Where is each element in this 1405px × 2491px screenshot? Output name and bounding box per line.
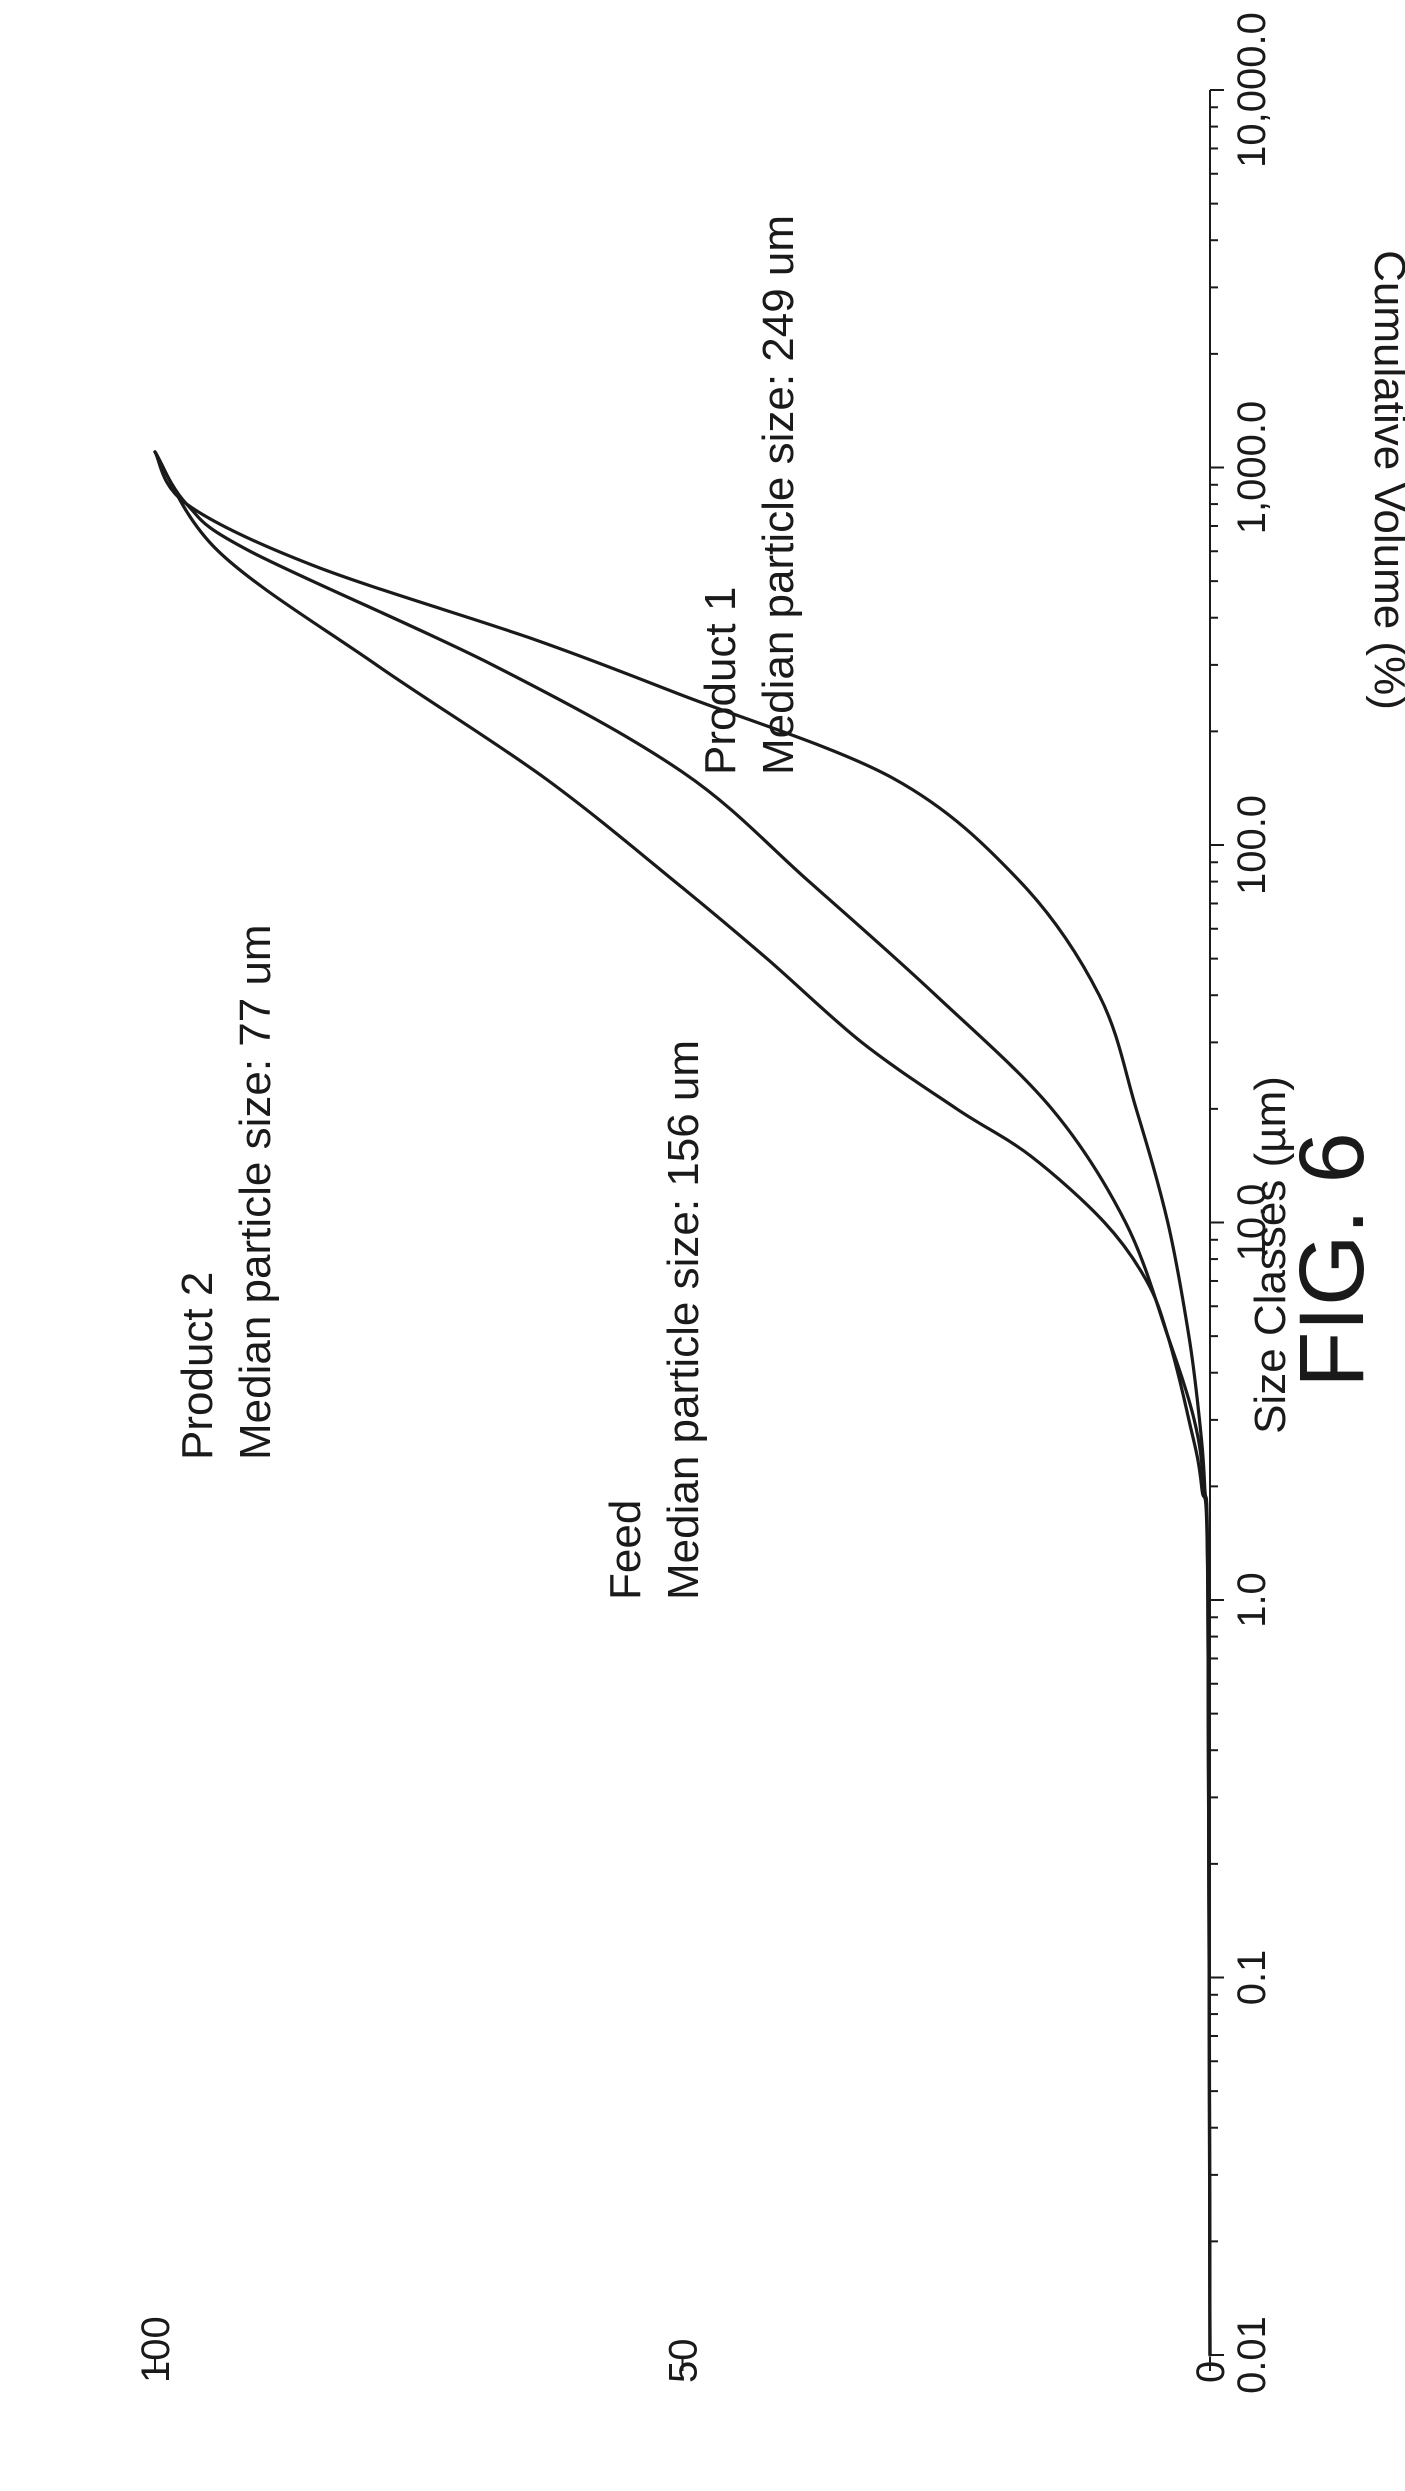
series-curves (153, 450, 1212, 2357)
annotation-feed: Feed Median particle size: 156 um (601, 1040, 708, 1600)
curve-product-2 (153, 450, 1212, 2357)
annotation-product-1-line-1: Product 1 (696, 587, 745, 775)
y-tick-label: 0 (1189, 2361, 1233, 2383)
x-tick-label: 1,000.0 (1230, 401, 1274, 534)
x-tick-label: 100.0 (1230, 795, 1274, 895)
figure-label: FIG. 6 (1281, 1132, 1383, 1388)
y-tick-label: 50 (662, 2339, 706, 2384)
annotation-feed-line-2: Median particle size: 156 um (659, 1040, 708, 1600)
x-axis-label: Size Classes (µm) (1246, 1076, 1295, 1434)
y-tick-label: 100 (134, 2316, 178, 2383)
annotation-feed-line-1: Feed (601, 1500, 650, 1600)
x-tick-label: 10.0 (1230, 1184, 1274, 1262)
annotation-product-1-line-2: Median particle size: 249 um (754, 215, 803, 775)
x-tick-label: 10,000.0 (1230, 12, 1274, 168)
y-axis-label: Cumulative Volume (%) (1365, 250, 1405, 710)
annotation-product-1: Product 1 Median particle size: 249 um (696, 215, 803, 775)
x-tick-label: 0.01 (1230, 2316, 1274, 2394)
annotation-product-2-line-1: Product 2 (173, 1272, 222, 1460)
annotation-product-2-line-2: Median particle size: 77 um (231, 924, 280, 1460)
x-tick-label: 1.0 (1230, 1572, 1274, 1628)
x-tick-label: 0.1 (1230, 1950, 1274, 2006)
axes: 0.01 0.1 1.0 10.0 100.0 1,000.0 10,000.0 0 50 100 (134, 12, 1274, 2394)
annotation-product-2: Product 2 Median particle size: 77 um (173, 924, 280, 1460)
